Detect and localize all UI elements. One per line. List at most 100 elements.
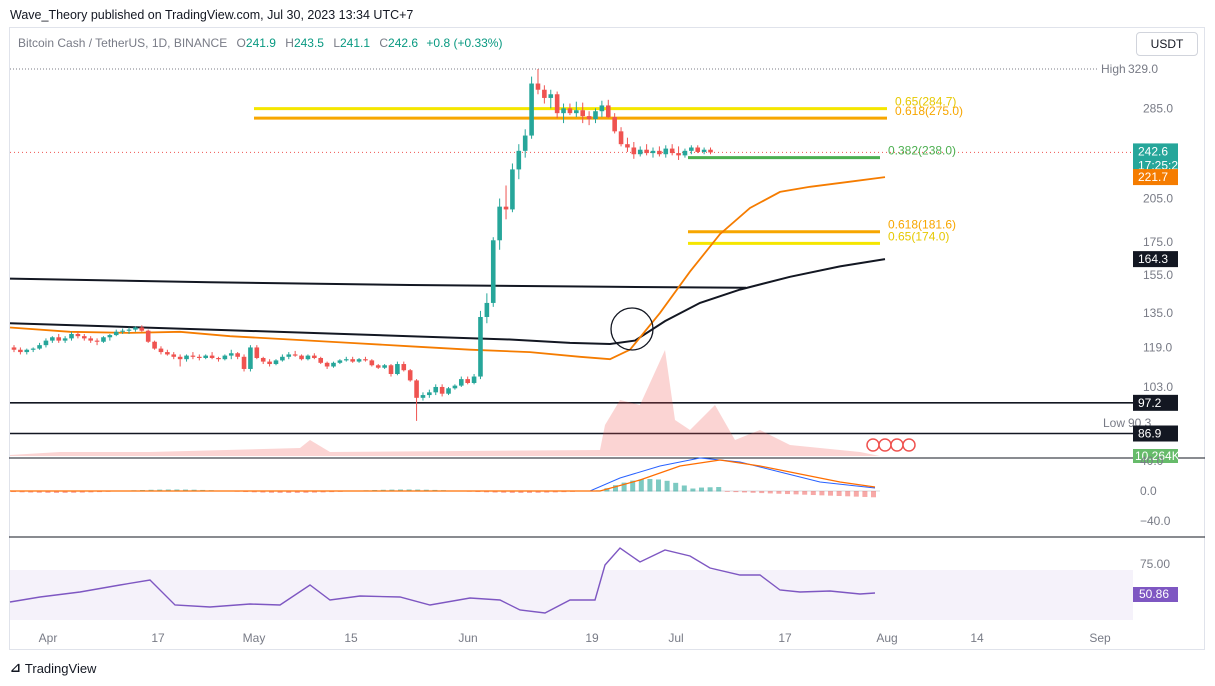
candle bbox=[369, 359, 375, 367]
candle bbox=[88, 336, 93, 343]
fib-level-label: 0.618(275.0) bbox=[895, 104, 963, 118]
candle-body bbox=[273, 360, 279, 365]
macd-histogram-bar bbox=[518, 491, 524, 493]
candle bbox=[689, 145, 694, 155]
macd-tick-label: −40.0 bbox=[1140, 514, 1171, 528]
candle bbox=[324, 361, 330, 369]
candle bbox=[561, 103, 566, 124]
candle bbox=[171, 352, 177, 360]
tradingview-logo-icon: ⊿ bbox=[10, 661, 21, 676]
candle-body bbox=[18, 349, 23, 353]
candle-body bbox=[11, 347, 17, 350]
candle-body bbox=[120, 330, 125, 332]
macd-histogram-bar bbox=[79, 491, 85, 493]
candle-body bbox=[484, 302, 490, 317]
candle bbox=[197, 354, 202, 361]
candle bbox=[203, 354, 208, 360]
candle-body bbox=[663, 148, 669, 155]
candle-body bbox=[203, 355, 208, 358]
candle bbox=[529, 76, 534, 139]
x-axis-tick-label: 15 bbox=[344, 631, 358, 645]
candle bbox=[407, 368, 413, 382]
price-badge-countdown: 17:25:21 bbox=[1138, 158, 1185, 172]
candle bbox=[139, 325, 145, 332]
close-value: 242.6 bbox=[388, 36, 419, 50]
macd-histogram-bar bbox=[277, 491, 283, 493]
candle bbox=[177, 354, 183, 367]
rsi-badge bbox=[1133, 587, 1178, 602]
macd-histogram-bar bbox=[862, 491, 868, 497]
macd-histogram-bar bbox=[664, 480, 670, 492]
candle bbox=[401, 361, 407, 372]
candle-body bbox=[535, 83, 541, 90]
candle-body bbox=[94, 340, 100, 342]
candle bbox=[663, 145, 669, 158]
candle-body bbox=[241, 356, 247, 369]
candle bbox=[152, 340, 157, 350]
candle bbox=[382, 364, 387, 369]
candle-body bbox=[126, 329, 132, 331]
macd-histogram-bar bbox=[776, 491, 782, 494]
price-badge bbox=[1133, 425, 1178, 442]
candle-body bbox=[395, 364, 400, 374]
macd-histogram-bar bbox=[767, 491, 773, 494]
candle-body bbox=[529, 83, 534, 136]
candle-body bbox=[113, 331, 119, 336]
macd-histogram-bar bbox=[535, 491, 541, 493]
price-badge-value: 164.3 bbox=[1138, 252, 1168, 266]
candle bbox=[548, 89, 554, 109]
macd-histogram-bar bbox=[604, 488, 610, 492]
candle bbox=[574, 101, 579, 118]
candle-body bbox=[363, 359, 368, 361]
economic-event-icon bbox=[866, 438, 880, 452]
candle-body bbox=[510, 169, 515, 210]
candle-body bbox=[407, 370, 413, 381]
candle bbox=[535, 69, 541, 95]
candle bbox=[56, 333, 62, 343]
high-value: 243.5 bbox=[293, 36, 324, 50]
macd-tick-label: 0.0 bbox=[1140, 484, 1157, 498]
candle-body bbox=[554, 94, 560, 114]
candle-body bbox=[133, 327, 138, 330]
candle bbox=[375, 364, 381, 369]
macd-histogram-bar bbox=[681, 485, 687, 492]
candle bbox=[363, 356, 368, 362]
macd-histogram-bar bbox=[656, 479, 661, 492]
candle bbox=[657, 146, 662, 157]
candle bbox=[11, 345, 17, 353]
tradingview-logo[interactable]: ⊿ TradingView bbox=[10, 661, 96, 676]
candle-body bbox=[107, 335, 113, 338]
candle bbox=[50, 336, 55, 343]
candle bbox=[580, 102, 586, 124]
candle bbox=[478, 310, 483, 380]
candle bbox=[625, 137, 630, 152]
candle bbox=[439, 384, 445, 397]
macd-histogram-bar bbox=[647, 479, 653, 492]
candle-body bbox=[24, 349, 30, 353]
candle bbox=[312, 353, 317, 360]
price-badge-value: 86.9 bbox=[1138, 427, 1162, 441]
candle-body bbox=[248, 347, 253, 369]
candle-body bbox=[695, 147, 701, 152]
high-marker-label: High bbox=[1101, 62, 1126, 76]
candle-body bbox=[50, 337, 55, 341]
candle bbox=[446, 386, 451, 396]
candle-body bbox=[586, 116, 592, 120]
candle-body bbox=[574, 110, 579, 114]
candle-body bbox=[689, 147, 694, 151]
currency-button[interactable]: USDT bbox=[1136, 32, 1198, 56]
publisher-credit: Wave_Theory published on TradingView.com… bbox=[10, 8, 414, 22]
candle-body bbox=[599, 105, 605, 112]
candle bbox=[286, 352, 292, 360]
candle bbox=[235, 352, 240, 360]
candle-body bbox=[465, 379, 470, 384]
candle bbox=[18, 347, 23, 355]
candle-body bbox=[657, 150, 662, 155]
candle-body bbox=[254, 347, 260, 358]
candle bbox=[30, 347, 36, 353]
candle bbox=[350, 356, 355, 363]
x-axis-tick-label: Aug bbox=[876, 631, 897, 645]
macd-histogram-bar bbox=[707, 487, 713, 492]
candle bbox=[24, 348, 30, 355]
